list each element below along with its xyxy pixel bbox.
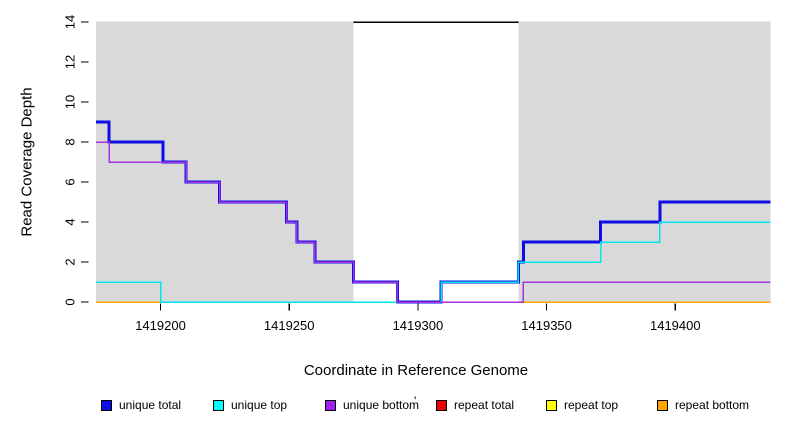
legend-item-unique-total: unique total xyxy=(101,399,181,411)
legend-swatch-repeat-bottom xyxy=(657,399,668,411)
legend-label: unique bottom xyxy=(343,398,420,412)
stray-mark: ' xyxy=(414,394,417,408)
legend-swatch-unique-total xyxy=(101,399,112,411)
legend-swatch-repeat-total xyxy=(436,399,447,411)
y-tick-label-0: 0 xyxy=(63,298,78,305)
x-tick-label-1419400: 1419400 xyxy=(650,318,701,333)
y-axis: 0 2 4 6 8 10 12 14 xyxy=(63,15,89,306)
background-regions xyxy=(96,21,771,303)
y-tick-label-10: 10 xyxy=(63,95,78,109)
y-tick-label-6: 6 xyxy=(63,178,78,185)
legend-swatch-unique-top xyxy=(213,399,224,411)
legend-item-repeat-bottom: repeat bottom xyxy=(657,399,749,411)
y-tick-label-8: 8 xyxy=(63,138,78,145)
x-axis: 1419200 1419250 1419300 1419350 1419400 xyxy=(135,303,701,333)
y-tick-label-2: 2 xyxy=(63,258,78,265)
y-tick-label-12: 12 xyxy=(63,55,78,69)
y-tick-label-14: 14 xyxy=(63,15,78,29)
legend-swatch-unique-bottom xyxy=(325,399,336,411)
legend-item-repeat-top: repeat top xyxy=(546,399,618,411)
legend-swatch-repeat-top xyxy=(546,399,557,411)
x-tick-label-1419350: 1419350 xyxy=(521,318,572,333)
x-tick-label-1419250: 1419250 xyxy=(264,318,315,333)
region-gap xyxy=(353,21,519,303)
legend-label: unique top xyxy=(231,398,288,412)
x-tick-label-1419200: 1419200 xyxy=(135,318,186,333)
legend-item-repeat-total: repeat total xyxy=(436,399,514,411)
x-axis-title: Coordinate in Reference Genome xyxy=(303,362,529,379)
series-unique-top-line xyxy=(96,221,771,303)
legend-item-unique-bottom: unique bottom xyxy=(325,399,419,411)
region-covered-right xyxy=(518,21,771,303)
legend-label: repeat bottom xyxy=(675,398,750,412)
legend-label: repeat top xyxy=(564,398,619,412)
legend-label: unique total xyxy=(119,398,182,412)
y-tick-label-4: 4 xyxy=(63,218,78,225)
legend-label: repeat total xyxy=(454,398,515,412)
y-axis-title: Read Coverage Depth xyxy=(18,87,36,237)
series-unique-bottom-line xyxy=(96,141,771,303)
legend-item-unique-top: unique top xyxy=(213,399,287,411)
x-tick-label-1419300: 1419300 xyxy=(393,318,444,333)
